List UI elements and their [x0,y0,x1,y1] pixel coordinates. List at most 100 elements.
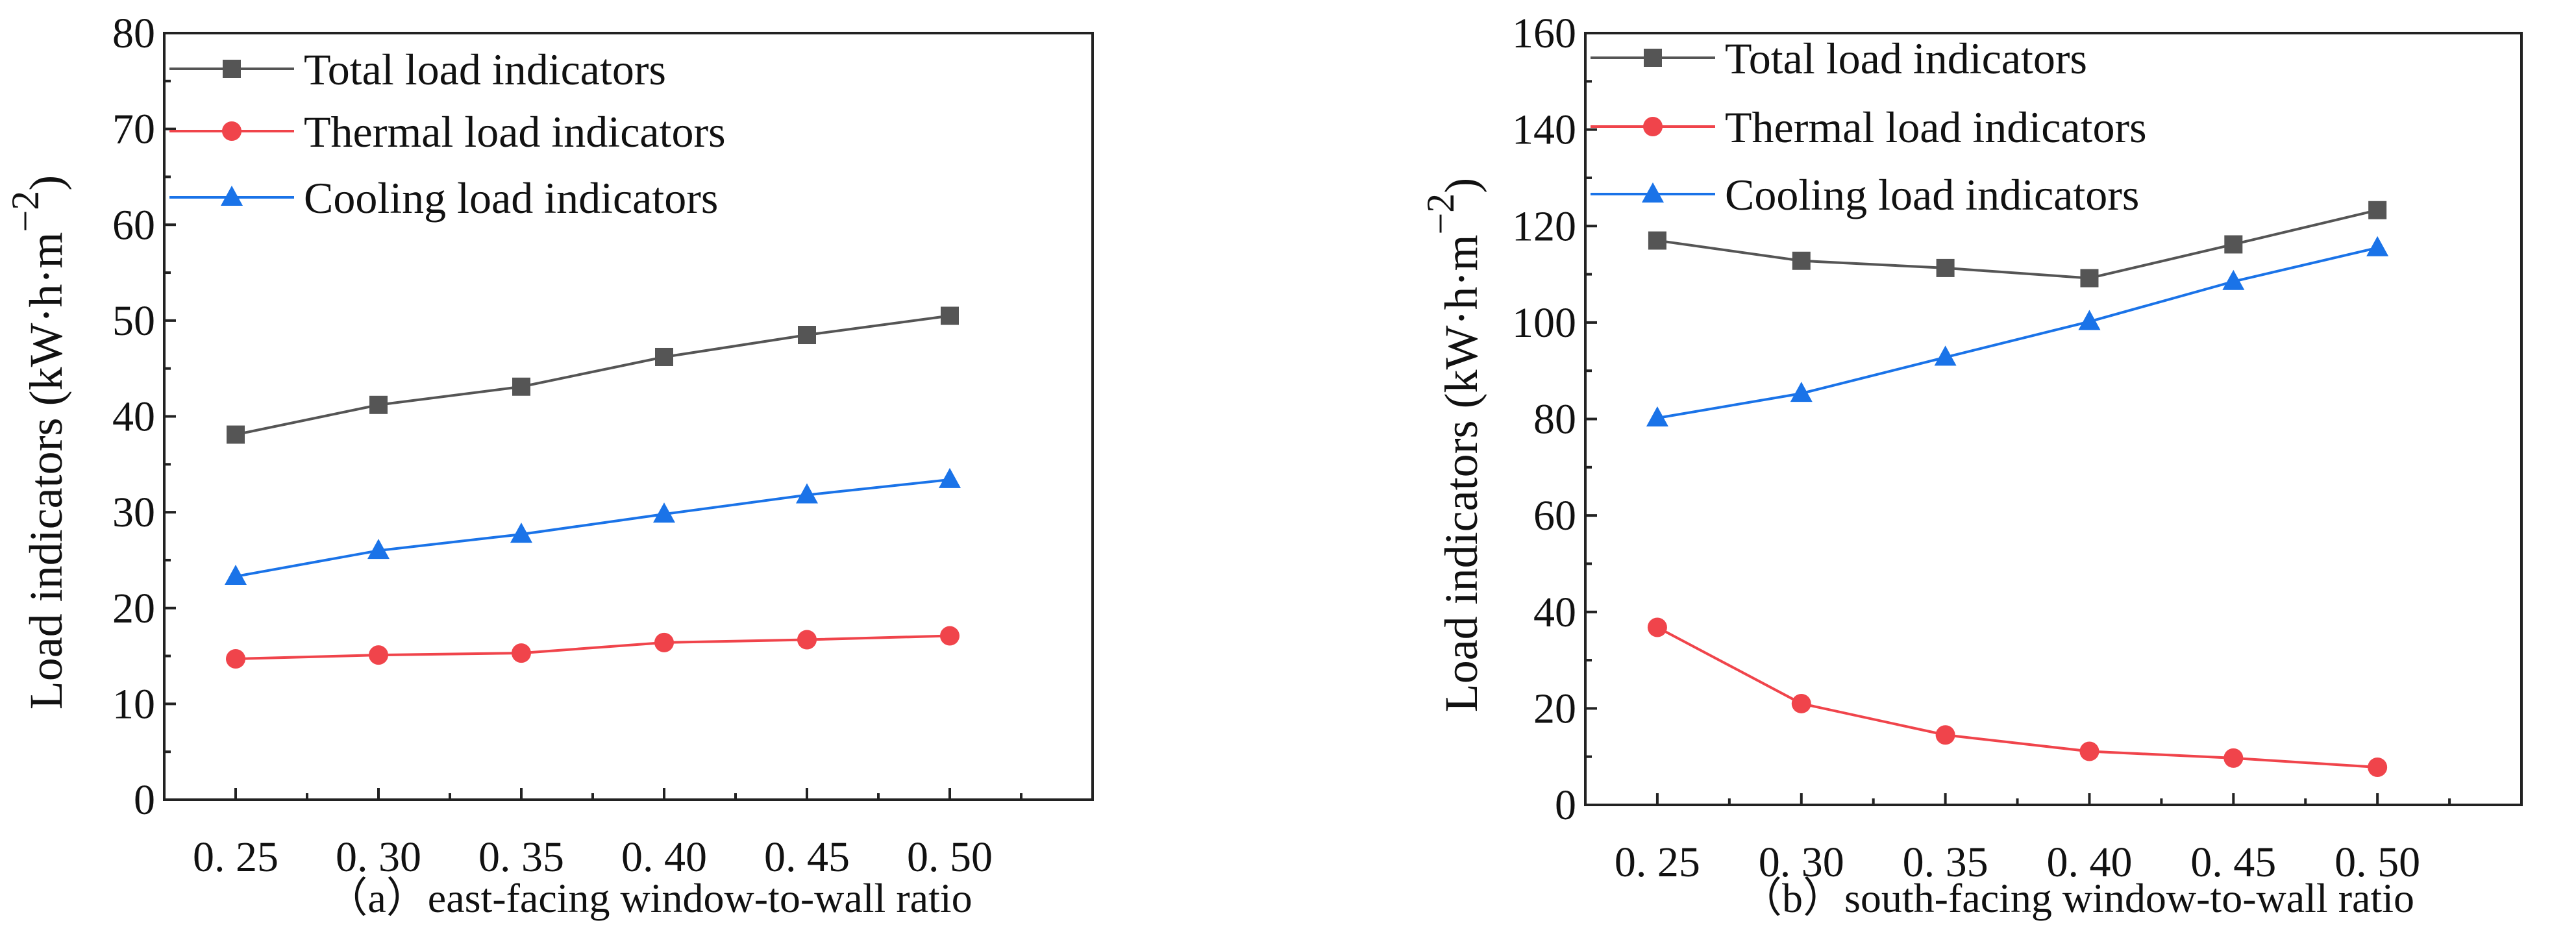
x-tick-label: 0. 45 [2190,839,2276,886]
y-axis-title-text: Load indicators (kW·h·m [1435,235,1487,713]
x-axis-title: （b）south-facing window-to-wall ratio [1740,875,2414,921]
series-line [235,314,950,436]
y-tick-label: 40 [112,393,155,441]
x-tick-label: 0. 30 [336,833,421,881]
y-tick-label: 10 [112,680,155,728]
y-tick-label: 120 [1512,203,1576,250]
data-point [1791,693,1811,713]
series-thermal [1647,617,2388,778]
legend-marker [1644,49,1662,67]
data-point [2223,748,2244,768]
data-point [1792,251,1811,270]
legend-marker [223,60,241,78]
x-tick-label: 0. 35 [478,833,564,881]
data-point [653,502,675,523]
y-axis-title: Load indicators (kW·h·m−2) [1419,178,1487,713]
legend-item: Thermal load indicators [169,107,726,156]
data-point [940,626,960,646]
y-tick-label: 40 [1533,589,1576,636]
x-tick-label: 0. 25 [193,833,279,881]
series-total [227,306,959,444]
data-point [655,347,673,366]
data-point [2368,201,2387,219]
legend-item: Total load indicators [169,45,666,94]
legend-marker [221,186,243,206]
series-thermal [226,626,960,669]
data-point [1935,725,1955,745]
y-axis-title-close: ) [1435,178,1487,193]
y-tick-label: 80 [1533,396,1576,443]
data-point [227,425,245,444]
data-point [225,565,247,585]
data-point [226,648,245,669]
y-tick-label: 70 [112,106,155,153]
data-point [369,395,388,414]
chart-b: 0 20 40 60 80 100 120 140 160 0. 25 0. 30 0. 35 0. 4… [1419,10,2523,921]
y-tick-label: 20 [112,585,155,632]
x-tick-label: 0. 35 [1903,839,1988,886]
data-point [2078,310,2101,330]
x-tick-label: 0. 50 [907,833,993,881]
y-tick-label: 30 [112,489,155,536]
legend-item: Cooling load indicators [1591,170,2139,219]
x-tick-label: 0. 30 [1759,839,1844,886]
series-line [1657,246,2378,419]
y-tick-label: 0 [1555,782,1576,829]
x-tick-label: 0. 25 [1615,839,1700,886]
data-point [2079,741,2099,761]
legend-item: Cooling load indicators [169,173,718,223]
data-point [1646,406,1668,427]
data-point [654,632,674,652]
series-line [1657,208,2378,280]
data-point [798,326,816,345]
data-point [1936,258,1955,277]
legend-label: Thermal load indicators [304,107,726,156]
y-tick-label: 100 [1512,299,1576,347]
data-point [512,377,530,396]
y-axis-title-close: ) [20,175,72,191]
data-point [939,467,961,488]
y-tick-label: 0 [134,776,155,824]
y-axis-title-superscript: −2 [4,191,47,232]
x-tick-label: 0. 40 [2046,839,2132,886]
y-tick-label: 140 [1512,106,1576,154]
series-cooling [1646,236,2389,427]
legend-label: Thermal load indicators [1725,103,2147,152]
series-total [1648,201,2387,288]
legend-marker [1643,117,1663,136]
legend-item: Thermal load indicators [1591,103,2147,152]
data-point [2080,269,2099,288]
y-tick-label: 80 [112,10,155,57]
series-cooling [225,467,961,585]
legend-item: Total load indicators [1591,34,2087,83]
data-point [796,483,818,504]
data-point [1648,231,1666,250]
data-point [1790,382,1813,402]
x-tick-label: 0. 40 [621,833,707,881]
y-axis-title-text: Load indicators (kW·h·m [20,232,72,710]
y-tick-label: 20 [1533,685,1576,732]
data-point [2366,236,2389,256]
legend-label: Total load indicators [304,45,666,94]
data-point [2222,269,2245,290]
y-tick-label: 50 [112,297,155,345]
chart-a: 0 10 20 30 40 50 60 70 80 0. 25 0. 30 0. 35 0. 40 0. … [4,10,1094,921]
y-tick-label: 60 [112,201,155,249]
data-point [512,643,531,663]
data-point [1647,617,1667,637]
legend-label: Cooling load indicators [304,173,718,223]
legend-label: Total load indicators [1725,34,2087,83]
x-tick-label: 0. 45 [764,833,850,881]
y-tick-label: 60 [1533,492,1576,539]
x-axis-title: （a）east-facing window-to-wall ratio [326,875,972,921]
data-point [797,630,817,650]
data-point [1934,345,1957,366]
data-point [367,539,390,560]
y-axis-title: Load indicators (kW·h·m−2) [4,175,72,710]
y-axis-title-superscript: −2 [1419,193,1462,235]
x-tick-label: 0. 50 [2334,839,2420,886]
legend-marker [1642,182,1664,203]
legend-marker [222,121,242,141]
series-line [1656,626,2378,769]
